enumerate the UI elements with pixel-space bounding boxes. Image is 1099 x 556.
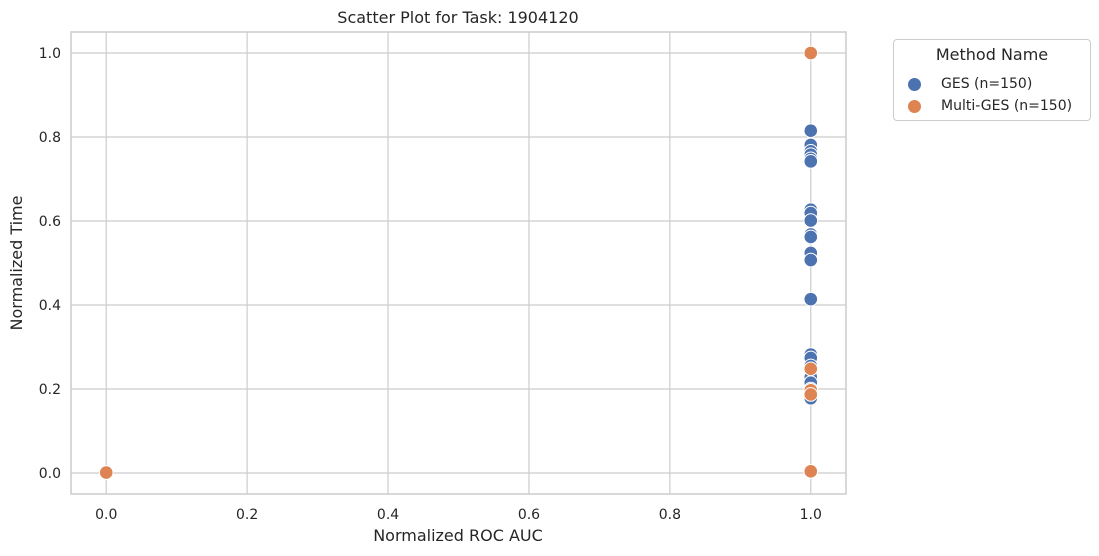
data-point-multi-ges: [803, 464, 819, 479]
x-tick-label: 0.4: [377, 507, 399, 523]
data-point-multi-ges: [98, 465, 114, 480]
x-tick-label: 0.6: [518, 507, 540, 523]
x-axis-label: Normalized ROC AUC: [373, 526, 543, 545]
x-tick-label: 0.8: [659, 507, 681, 523]
x-tick-label: 0.0: [95, 507, 117, 523]
data-point-ges: [803, 213, 819, 228]
y-tick-label: 0.8: [39, 130, 61, 146]
legend-label-multi-ges: Multi-GES (n=150): [941, 98, 1073, 114]
legend-item-ges: GES (n=150): [908, 74, 1032, 94]
chart-title: Scatter Plot for Task: 1904120: [337, 8, 578, 27]
data-points: [98, 45, 819, 480]
data-point-multi-ges: [803, 45, 819, 61]
x-tick-label: 0.2: [236, 507, 258, 523]
data-point-ges: [803, 123, 819, 138]
y-axis-label: Normalized Time: [7, 196, 26, 331]
legend-marker-ges: [908, 77, 921, 91]
y-tick-label: 0.2: [39, 382, 61, 398]
y-tick-label: 0.0: [39, 466, 61, 482]
y-tick-label: 0.6: [39, 214, 61, 230]
data-point-ges: [803, 252, 819, 268]
x-tick-labels: 0.0 0.2 0.4 0.6 0.8 1.0: [95, 507, 822, 523]
legend-marker-multi-ges: [908, 99, 921, 113]
grid-lines: [71, 32, 846, 494]
data-point-ges: [803, 291, 819, 307]
legend-label-ges: GES (n=150): [941, 76, 1033, 92]
data-point-ges: [803, 154, 819, 169]
y-tick-labels: 0.0 0.2 0.4 0.6 0.8 1.0: [39, 46, 61, 482]
data-point-ges: [803, 229, 819, 245]
data-point-multi-ges: [803, 361, 819, 377]
legend-title: Method Name: [935, 45, 1049, 64]
y-tick-label: 1.0: [39, 46, 61, 62]
legend: Method Name GES (n=150) Multi-GES (n=150…: [893, 39, 1091, 121]
data-point-multi-ges: [803, 387, 819, 402]
plot-frame: [70, 31, 847, 495]
x-tick-label: 1.0: [800, 507, 822, 523]
legend-item-multi-ges: Multi-GES (n=150): [908, 96, 1072, 116]
y-tick-label: 0.4: [39, 298, 61, 314]
